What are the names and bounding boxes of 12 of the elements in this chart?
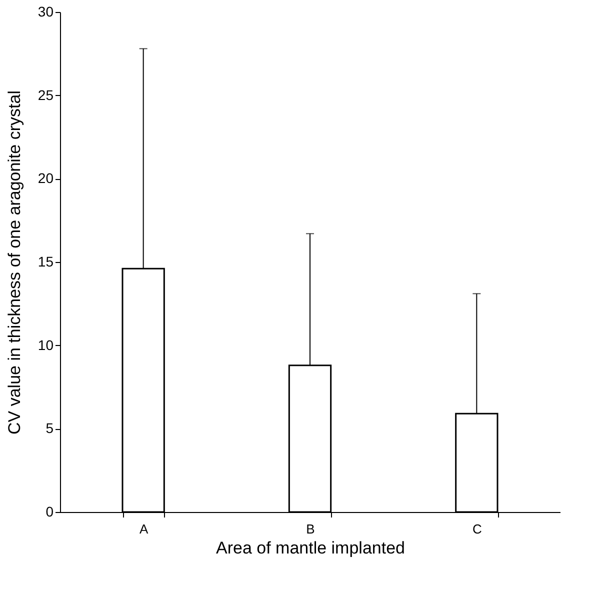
- y-tick-label: 10: [38, 336, 54, 353]
- y-tick-label: 0: [46, 504, 54, 520]
- y-tick-label: 20: [38, 170, 54, 186]
- x-tick-label: C: [472, 522, 482, 536]
- y-tick-label: 5: [46, 420, 54, 436]
- x-tick-label: B: [306, 522, 315, 536]
- y-tick-label: 25: [38, 86, 54, 103]
- x-axis-title: Area of mantle implanted: [216, 538, 405, 558]
- y-tick-label: 15: [38, 254, 54, 270]
- y-axis-title: CV value in thickness of one aragonite crystal: [4, 90, 24, 434]
- x-tick-label: A: [139, 522, 148, 536]
- y-tick-label: 30: [38, 4, 54, 20]
